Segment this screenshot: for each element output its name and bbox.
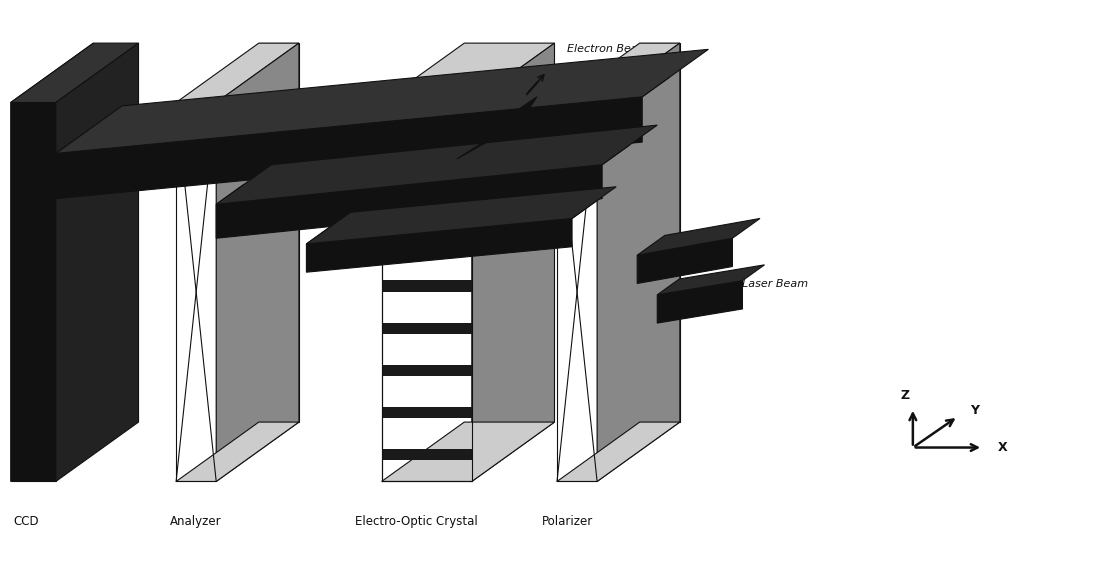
Polygon shape [657, 265, 764, 295]
Polygon shape [11, 43, 94, 481]
Polygon shape [558, 422, 680, 481]
Polygon shape [177, 43, 299, 103]
Polygon shape [56, 43, 138, 481]
Polygon shape [597, 43, 680, 481]
Polygon shape [382, 154, 471, 166]
Polygon shape [177, 103, 216, 481]
Polygon shape [382, 43, 554, 103]
Polygon shape [382, 407, 471, 418]
Text: Analyzer: Analyzer [170, 515, 222, 528]
Text: Electron Beam: Electron Beam [567, 44, 649, 54]
Polygon shape [258, 43, 299, 422]
Polygon shape [558, 43, 680, 103]
Text: CCD: CCD [13, 515, 39, 528]
Polygon shape [307, 198, 599, 244]
Polygon shape [637, 218, 760, 255]
Polygon shape [471, 43, 554, 481]
Polygon shape [56, 97, 643, 198]
Polygon shape [216, 43, 299, 481]
Polygon shape [558, 103, 597, 481]
Text: Electro-Optic Crystal: Electro-Optic Crystal [355, 515, 478, 528]
Polygon shape [56, 49, 709, 154]
Polygon shape [657, 281, 743, 323]
Polygon shape [177, 422, 299, 481]
Polygon shape [382, 281, 471, 292]
Text: X: X [998, 441, 1008, 454]
Polygon shape [307, 187, 616, 244]
Polygon shape [216, 125, 657, 204]
Polygon shape [56, 77, 670, 154]
Text: Y: Y [970, 404, 979, 417]
Polygon shape [11, 103, 56, 481]
Polygon shape [382, 449, 471, 460]
Polygon shape [639, 43, 680, 422]
Polygon shape [382, 196, 471, 208]
Polygon shape [382, 238, 471, 250]
Polygon shape [307, 218, 572, 272]
Polygon shape [382, 103, 471, 481]
Text: Laser Beam: Laser Beam [743, 278, 808, 289]
Polygon shape [382, 323, 471, 334]
Polygon shape [492, 97, 537, 137]
Text: Z: Z [900, 390, 910, 403]
Text: Polarizer: Polarizer [541, 515, 593, 528]
Polygon shape [216, 165, 602, 238]
Polygon shape [637, 238, 732, 284]
Polygon shape [382, 365, 471, 376]
Polygon shape [382, 422, 554, 481]
Polygon shape [11, 43, 138, 103]
Polygon shape [457, 120, 522, 159]
Polygon shape [216, 145, 629, 204]
Polygon shape [382, 112, 471, 124]
